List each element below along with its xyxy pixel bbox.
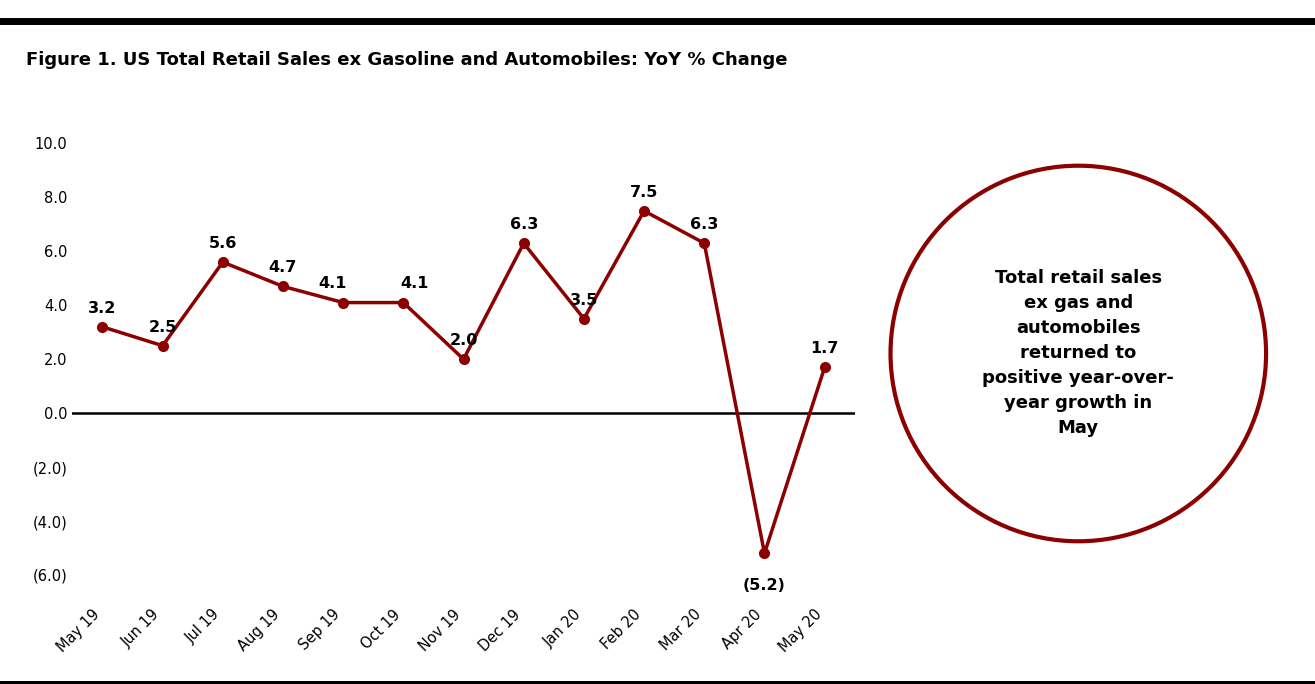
Text: 5.6: 5.6 (209, 236, 237, 251)
Text: (5.2): (5.2) (743, 579, 786, 594)
Text: 7.5: 7.5 (630, 185, 659, 200)
Text: 6.3: 6.3 (509, 217, 538, 232)
Text: Total retail sales
ex gas and
automobiles
returned to
positive year-over-
year g: Total retail sales ex gas and automobile… (982, 269, 1174, 438)
Text: 3.2: 3.2 (88, 301, 117, 316)
Text: 2.0: 2.0 (450, 333, 477, 348)
Text: 4.1: 4.1 (400, 276, 429, 291)
Text: 3.5: 3.5 (569, 293, 598, 308)
Text: 1.7: 1.7 (810, 341, 839, 356)
Text: 2.5: 2.5 (149, 319, 176, 334)
Text: 4.1: 4.1 (318, 276, 346, 291)
Text: 4.7: 4.7 (268, 261, 297, 275)
Text: 6.3: 6.3 (690, 217, 718, 232)
Ellipse shape (890, 166, 1266, 541)
Text: Figure 1. US Total Retail Sales ex Gasoline and Automobiles: YoY % Change: Figure 1. US Total Retail Sales ex Gasol… (26, 51, 788, 69)
